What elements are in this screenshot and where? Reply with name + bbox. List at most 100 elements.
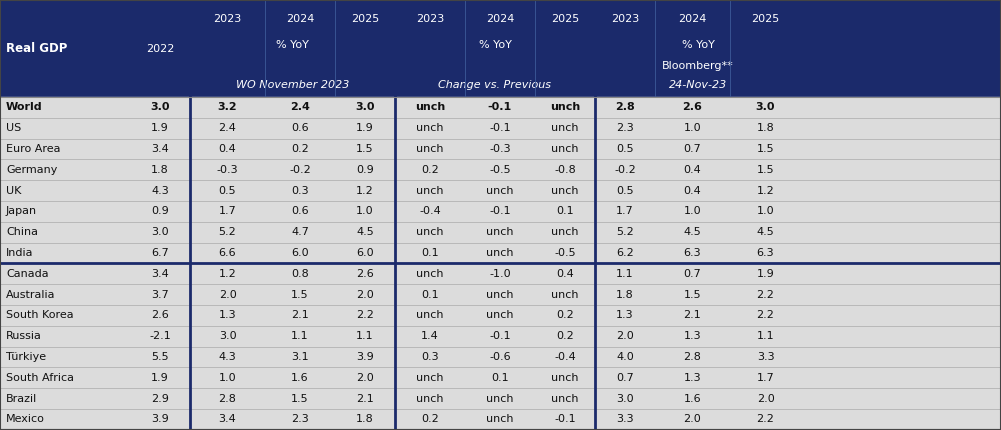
Text: unch: unch <box>552 393 579 404</box>
Text: 2.8: 2.8 <box>616 102 635 112</box>
Bar <box>0 243 1001 264</box>
Text: -0.1: -0.1 <box>555 415 576 424</box>
Text: 1.6: 1.6 <box>684 393 702 404</box>
Text: -0.5: -0.5 <box>489 165 511 175</box>
Text: 1.5: 1.5 <box>291 393 309 404</box>
Text: 1.1: 1.1 <box>757 331 775 341</box>
Text: 2.0: 2.0 <box>356 289 374 300</box>
Text: unch: unch <box>552 289 579 300</box>
Text: Japan: Japan <box>6 206 37 216</box>
Text: UK: UK <box>6 186 21 196</box>
Text: unch: unch <box>416 269 443 279</box>
Text: 3.0: 3.0 <box>756 102 775 112</box>
Text: 2025: 2025 <box>551 14 580 24</box>
Text: 2.3: 2.3 <box>617 123 634 133</box>
Text: -0.2: -0.2 <box>289 165 311 175</box>
Text: 1.0: 1.0 <box>684 123 702 133</box>
Bar <box>0 284 1001 305</box>
Text: 0.2: 0.2 <box>557 310 574 320</box>
Text: 2023: 2023 <box>415 14 444 24</box>
Bar <box>0 388 1001 409</box>
Text: 1.3: 1.3 <box>684 373 702 383</box>
Text: 1.3: 1.3 <box>684 331 702 341</box>
Text: 2024: 2024 <box>679 14 707 24</box>
Text: 5.2: 5.2 <box>218 227 236 237</box>
Text: 1.8: 1.8 <box>617 289 634 300</box>
Text: 3.0: 3.0 <box>151 227 169 237</box>
Text: 5.2: 5.2 <box>617 227 634 237</box>
Text: 0.6: 0.6 <box>291 123 309 133</box>
Text: 4.0: 4.0 <box>617 352 634 362</box>
Text: 3.9: 3.9 <box>151 415 169 424</box>
Text: unch: unch <box>486 227 514 237</box>
Text: 2.2: 2.2 <box>757 415 775 424</box>
Text: -1.0: -1.0 <box>489 269 511 279</box>
Text: -0.8: -0.8 <box>555 165 576 175</box>
Text: unch: unch <box>486 289 514 300</box>
Text: 0.2: 0.2 <box>421 415 438 424</box>
Text: 0.6: 0.6 <box>291 206 309 216</box>
Text: 1.7: 1.7 <box>757 373 775 383</box>
Text: 0.3: 0.3 <box>421 352 438 362</box>
Text: unch: unch <box>416 310 443 320</box>
Text: -0.5: -0.5 <box>555 248 576 258</box>
Text: 0.1: 0.1 <box>421 289 438 300</box>
Text: South Africa: South Africa <box>6 373 74 383</box>
Text: unch: unch <box>552 373 579 383</box>
Text: 1.2: 1.2 <box>757 186 775 196</box>
Text: India: India <box>6 248 33 258</box>
Text: % YoY: % YoY <box>682 40 715 49</box>
Text: 1.0: 1.0 <box>218 373 236 383</box>
Text: 1.6: 1.6 <box>291 373 309 383</box>
Text: 0.3: 0.3 <box>291 186 309 196</box>
Text: 1.9: 1.9 <box>151 373 169 383</box>
Text: unch: unch <box>486 393 514 404</box>
Text: Türkiye: Türkiye <box>6 352 46 362</box>
Text: unch: unch <box>552 186 579 196</box>
Text: 1.5: 1.5 <box>684 289 702 300</box>
Text: 24-Nov-23: 24-Nov-23 <box>669 80 727 90</box>
Text: -0.2: -0.2 <box>615 165 636 175</box>
Text: 0.2: 0.2 <box>291 144 309 154</box>
Text: 1.1: 1.1 <box>356 331 373 341</box>
Text: unch: unch <box>552 144 579 154</box>
Text: -0.1: -0.1 <box>489 331 511 341</box>
Bar <box>0 118 1001 138</box>
Text: unch: unch <box>416 373 443 383</box>
Text: 2023: 2023 <box>611 14 639 24</box>
Text: 0.7: 0.7 <box>684 269 702 279</box>
Text: 3.1: 3.1 <box>291 352 309 362</box>
Bar <box>0 138 1001 160</box>
Text: -0.1: -0.1 <box>489 206 511 216</box>
Text: 4.3: 4.3 <box>218 352 236 362</box>
Text: 0.8: 0.8 <box>291 269 309 279</box>
Text: 2.3: 2.3 <box>291 415 309 424</box>
Text: 2025: 2025 <box>351 14 379 24</box>
Text: 4.7: 4.7 <box>291 227 309 237</box>
Text: 1.8: 1.8 <box>356 415 374 424</box>
Text: 1.0: 1.0 <box>757 206 775 216</box>
Text: -0.4: -0.4 <box>555 352 576 362</box>
Text: 3.4: 3.4 <box>218 415 236 424</box>
Text: 0.7: 0.7 <box>684 144 702 154</box>
Text: WO November 2023: WO November 2023 <box>236 80 349 90</box>
Text: 2.1: 2.1 <box>684 310 702 320</box>
Text: South Korea: South Korea <box>6 310 74 320</box>
Text: 0.1: 0.1 <box>491 373 509 383</box>
Bar <box>0 264 1001 284</box>
Text: 1.8: 1.8 <box>151 165 169 175</box>
Text: 2.6: 2.6 <box>151 310 169 320</box>
Text: 1.2: 1.2 <box>356 186 374 196</box>
Text: 0.7: 0.7 <box>617 373 634 383</box>
Bar <box>0 97 1001 118</box>
Text: 0.5: 0.5 <box>617 144 634 154</box>
Bar <box>0 160 1001 180</box>
Text: 2.0: 2.0 <box>356 373 374 383</box>
Text: Germany: Germany <box>6 165 57 175</box>
Text: 1.5: 1.5 <box>757 165 775 175</box>
Text: World: World <box>6 102 43 112</box>
Text: -0.6: -0.6 <box>489 352 511 362</box>
Bar <box>0 347 1001 367</box>
Text: 3.3: 3.3 <box>617 415 634 424</box>
Text: 0.9: 0.9 <box>151 206 169 216</box>
